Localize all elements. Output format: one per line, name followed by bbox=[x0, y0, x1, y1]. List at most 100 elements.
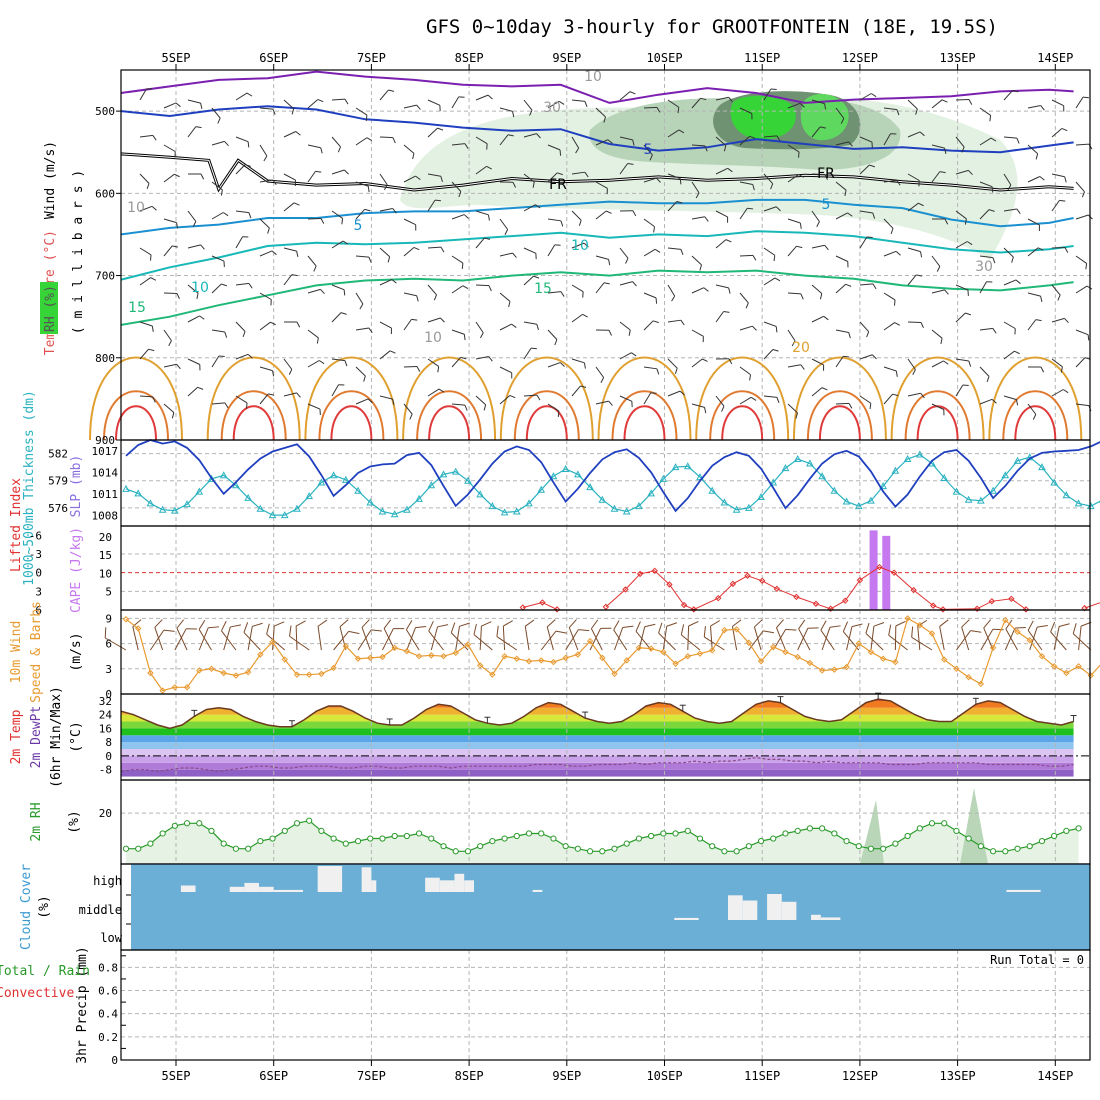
upper-wind-barb bbox=[739, 135, 750, 146]
thickness-slp-grid bbox=[121, 440, 1090, 526]
upper-wind-barb bbox=[283, 358, 293, 370]
upper-wind-barb-flag bbox=[168, 340, 172, 347]
upper-wind-barb bbox=[259, 292, 272, 300]
wind10m-barb bbox=[842, 631, 860, 651]
upper-wind-barb-flag bbox=[816, 221, 820, 228]
upper-wind-barb bbox=[979, 137, 992, 146]
upper-wind-barb-flag bbox=[464, 143, 469, 149]
wind10m-barb bbox=[865, 632, 884, 651]
wind10m-speed-marker bbox=[244, 668, 252, 676]
wind10m-speed-marker bbox=[367, 654, 374, 662]
upper-wind-barb bbox=[643, 218, 655, 228]
wind10m-speed-marker bbox=[318, 670, 325, 678]
upper-wind-barb bbox=[763, 247, 776, 256]
upper-wind-barb-flag bbox=[848, 332, 851, 339]
upper-wind-barbs bbox=[139, 88, 1093, 420]
rh2m-marker bbox=[819, 825, 826, 832]
upper-wind-barb bbox=[451, 214, 465, 220]
thickness-marker bbox=[977, 496, 985, 504]
wind10m-barb bbox=[132, 626, 139, 651]
upper-wind-barb-flag bbox=[296, 392, 301, 398]
wind10m-speed-marker bbox=[965, 673, 972, 681]
upper-wind-barb bbox=[259, 144, 268, 157]
upper-wind-barb bbox=[595, 366, 605, 378]
dewpt2m-label: 2m DewPt bbox=[29, 706, 44, 769]
upper-wind-barb bbox=[811, 99, 825, 105]
upper-wind-barb-flag bbox=[989, 115, 992, 122]
lifted-index-marker bbox=[690, 606, 698, 613]
upper-wind-barb bbox=[667, 129, 680, 138]
wind10m-speed-marker bbox=[843, 663, 850, 671]
upper-wind-barb-flag bbox=[560, 220, 564, 227]
upper-wind-barb bbox=[619, 321, 631, 331]
rh2m-marker bbox=[1026, 843, 1033, 850]
upper-wind-barb bbox=[1075, 357, 1086, 368]
wind10m-speed-marker bbox=[574, 651, 582, 658]
wind10m-barb-flag bbox=[450, 622, 456, 633]
upper-wind-barb bbox=[379, 136, 394, 139]
upper-wind-barb-flag bbox=[723, 145, 727, 152]
upper-wind-barb-flag bbox=[440, 246, 445, 253]
lifted-index-marker bbox=[636, 570, 644, 578]
upper-wind-barb bbox=[811, 126, 821, 138]
upper-wind-barb bbox=[691, 216, 705, 220]
wind10m-barb-flag bbox=[163, 629, 175, 632]
upper-wind-barb-flag bbox=[435, 199, 441, 202]
isotherm-10 bbox=[120, 230, 1074, 281]
upper-wind-barb-flag bbox=[146, 183, 150, 190]
upper-wind-barb-flag bbox=[580, 385, 587, 388]
rh2m-marker bbox=[122, 845, 130, 852]
rh2m-marker bbox=[989, 848, 997, 855]
upper-wind-barb bbox=[931, 403, 944, 410]
upper-air-panel: 10 30 5 FR FR 5 5 10 10 15 15 10 20 30 10 500 600 700 800… bbox=[40, 69, 1093, 447]
thickness-marker bbox=[427, 481, 436, 489]
upper-wind-barb bbox=[1027, 292, 1041, 297]
thickness-marker bbox=[537, 485, 546, 493]
upper-wind-barb-flag bbox=[246, 402, 248, 409]
upper-wind-barb bbox=[547, 100, 560, 109]
upper-wind-barb bbox=[1003, 90, 1014, 101]
upper-wind-barb bbox=[739, 181, 753, 185]
wind10m-barb bbox=[473, 634, 493, 651]
upper-wind-barb bbox=[667, 358, 678, 369]
upper-wind-barb-flag bbox=[559, 149, 562, 156]
thickness-marker bbox=[586, 483, 594, 491]
upper-wind-barb bbox=[427, 173, 441, 177]
upper-wind-barb-flag bbox=[915, 108, 918, 115]
upper-wind-barb bbox=[1075, 255, 1087, 264]
upper-wind-barb bbox=[595, 181, 608, 189]
wind10m-barb-flag bbox=[970, 630, 982, 633]
upper-wind-barb bbox=[955, 210, 967, 220]
temp2m-y-tick: 24 bbox=[99, 709, 113, 722]
upper-wind-barb bbox=[451, 143, 465, 146]
upper-wind-barb-flag bbox=[653, 320, 659, 324]
precip-grid bbox=[121, 950, 1090, 1060]
upper-wind-barb bbox=[235, 164, 246, 175]
upper-wind-barb bbox=[283, 131, 296, 138]
cloud-mid-block bbox=[767, 894, 782, 920]
upper-wind-barb-flag bbox=[440, 176, 443, 182]
upper-wind-barb-flag bbox=[1081, 191, 1085, 198]
contour-label: 30 bbox=[975, 259, 993, 275]
upper-wind-barb-flag bbox=[200, 173, 205, 180]
temp-band bbox=[121, 721, 1074, 729]
upper-wind-barb bbox=[235, 236, 243, 249]
wind10m-barb bbox=[150, 629, 165, 651]
upper-wind-barb-flag bbox=[316, 337, 319, 344]
thickness-marker bbox=[134, 489, 143, 497]
upper-wind-barb-flag bbox=[176, 363, 181, 370]
thickness-label: 1000~500mb Thickness (dm) bbox=[22, 390, 37, 586]
upper-wind-barb-flag bbox=[242, 331, 246, 338]
rh2m-marker bbox=[440, 843, 447, 850]
lifted-index-marker bbox=[988, 598, 996, 605]
upper-wind-barb-flag bbox=[798, 151, 800, 158]
lifted-cape-y-axis: -6 -3 0 3 6 20 15 10 5 bbox=[29, 529, 112, 617]
rh2m-marker bbox=[1038, 837, 1046, 845]
wind10m-barb bbox=[361, 627, 371, 651]
upper-wind-barb-flag bbox=[631, 352, 637, 357]
upper-wind-barb-flag bbox=[872, 283, 877, 290]
thickness-slp-y-axis: 582 579 576 1017 1014 1011 1008 bbox=[48, 445, 118, 523]
rh2m-marker bbox=[538, 830, 545, 837]
upper-wind-barb bbox=[547, 329, 558, 340]
rh2m-marker bbox=[257, 837, 264, 845]
